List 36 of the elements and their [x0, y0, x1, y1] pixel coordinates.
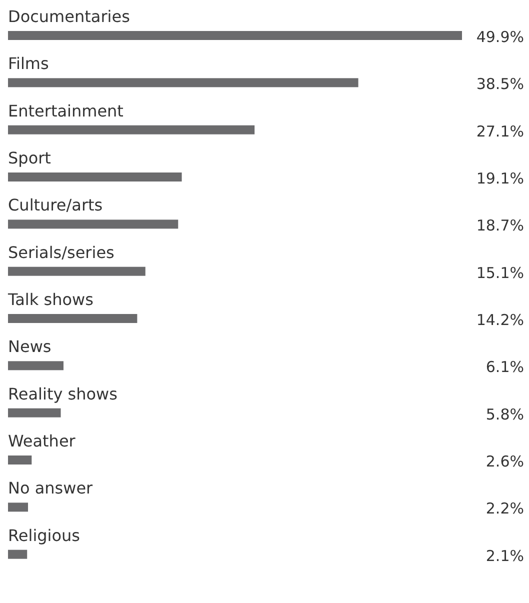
y-tick-label: Culture/arts — [8, 196, 103, 215]
bar — [8, 31, 462, 40]
y-tick-label: Reality shows — [8, 384, 118, 404]
bar — [8, 125, 255, 134]
data-label: 2.6% — [486, 452, 524, 470]
y-tick-label: Entertainment — [8, 101, 124, 120]
data-label: 27.1% — [476, 122, 524, 140]
y-tick-label: No answer — [8, 478, 94, 498]
y-tick-label: Films — [8, 54, 49, 74]
y-tick-label: Sport — [8, 148, 51, 168]
data-label: 5.8% — [486, 405, 524, 424]
y-tick-label: Talk shows — [7, 290, 94, 309]
bar — [8, 172, 182, 182]
y-tick-label: Documentaries — [8, 7, 130, 26]
y-tick-label: Weather — [8, 432, 76, 450]
data-label: 38.5% — [476, 75, 524, 94]
data-label: 2.1% — [486, 546, 524, 565]
data-label: 19.1% — [476, 170, 524, 188]
data-label: 14.2% — [476, 311, 524, 329]
y-tick-label: Serials/series — [8, 242, 114, 262]
bar — [8, 266, 146, 276]
bar — [8, 314, 138, 323]
bar — [8, 408, 61, 418]
bar — [8, 502, 28, 512]
bar — [8, 361, 64, 370]
bar — [8, 550, 28, 559]
data-label: 2.2% — [486, 500, 524, 518]
data-label: 6.1% — [486, 358, 524, 376]
bar — [8, 220, 178, 229]
bar — [8, 456, 32, 464]
y-tick-label: Religious — [8, 526, 80, 545]
data-label: 18.7% — [476, 216, 524, 235]
bar — [8, 78, 358, 88]
data-label: 49.9% — [476, 28, 524, 46]
y-tick-label: News — [8, 337, 52, 356]
data-label: 15.1% — [476, 264, 524, 282]
